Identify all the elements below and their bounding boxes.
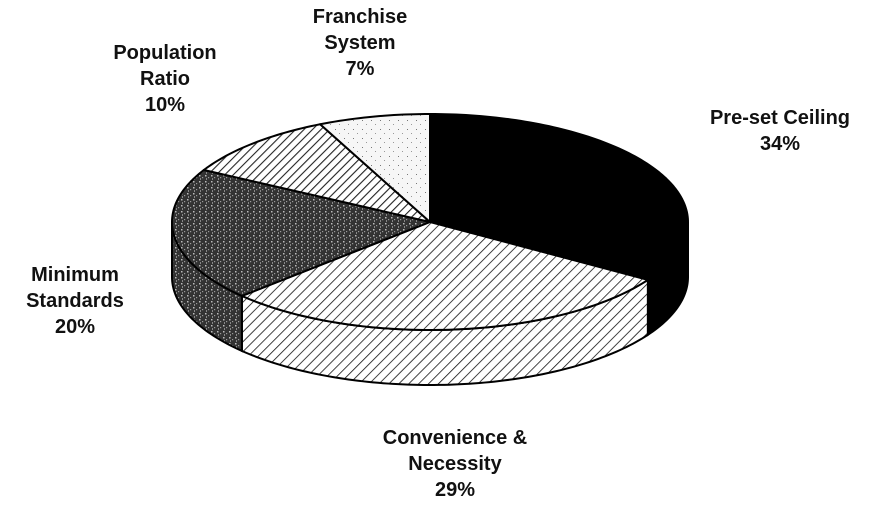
pie-slice (319, 113, 431, 223)
slice-label: Franchise System 7% (303, 4, 418, 82)
slice-name: Pre-set Ceiling (709, 107, 851, 129)
pie-slice (202, 123, 431, 223)
slice-name: Population Ratio (113, 42, 217, 90)
pie-slice (240, 221, 649, 331)
slice-label: Minimum Standards 20% (18, 262, 133, 340)
slice-name: Convenience & Necessity (382, 427, 528, 475)
slice-percent: 34% (759, 133, 801, 155)
pie-tops (171, 113, 689, 331)
slice-percent: 7% (345, 58, 375, 80)
slice-name: Minimum Standards (26, 264, 124, 312)
slice-percent: 20% (54, 316, 96, 338)
slice-label: Pre-set Ceiling 34% (665, 105, 881, 157)
slice-label: Population Ratio 10% (103, 40, 228, 118)
slice-percent: 29% (434, 479, 476, 501)
slice-percent: 10% (144, 94, 186, 116)
pie-sides (171, 221, 689, 387)
slice-label: Convenience & Necessity 29% (373, 425, 538, 503)
slice-name: Franchise System (312, 6, 408, 54)
pie-slice (171, 168, 431, 297)
